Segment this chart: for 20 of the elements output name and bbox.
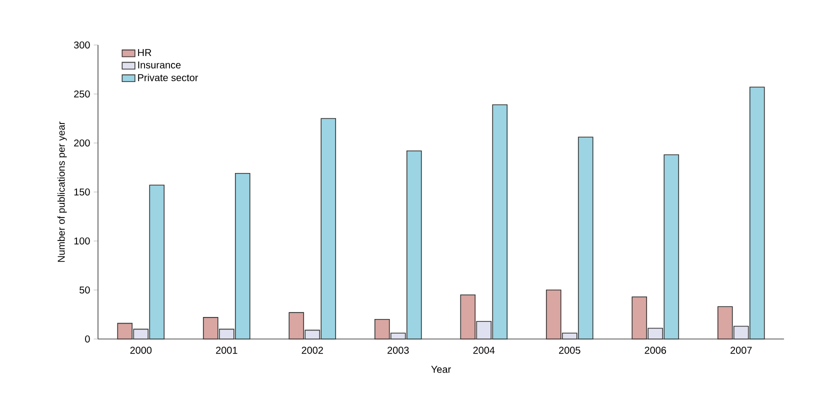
x-tick-label: 2002 <box>302 346 323 354</box>
x-tick-label: 2004 <box>473 346 495 354</box>
y-tick-label: 250 <box>74 90 90 98</box>
y-tick-label: 150 <box>74 188 90 196</box>
y-tick-label: 100 <box>74 237 90 245</box>
legend-label: HR <box>138 49 152 56</box>
y-tick-label: 50 <box>80 286 90 294</box>
x-tick-label: 2003 <box>388 346 409 354</box>
x-tick-label: 2005 <box>559 346 580 354</box>
y-tick-label: 0 <box>85 335 90 343</box>
x-tick-label: 2006 <box>644 346 666 354</box>
x-tick-label: 2007 <box>730 346 752 354</box>
y-axis-title: Number of publications per year <box>57 122 67 262</box>
legend-label: Insurance <box>138 62 181 68</box>
legend-label: Private sector <box>138 74 198 82</box>
x-tick-label: 2000 <box>130 346 152 354</box>
y-tick-label: 300 <box>74 41 90 49</box>
x-axis-title: Year <box>431 366 451 373</box>
y-tick-label: 200 <box>74 139 90 147</box>
x-tick-label: 2001 <box>216 346 238 354</box>
